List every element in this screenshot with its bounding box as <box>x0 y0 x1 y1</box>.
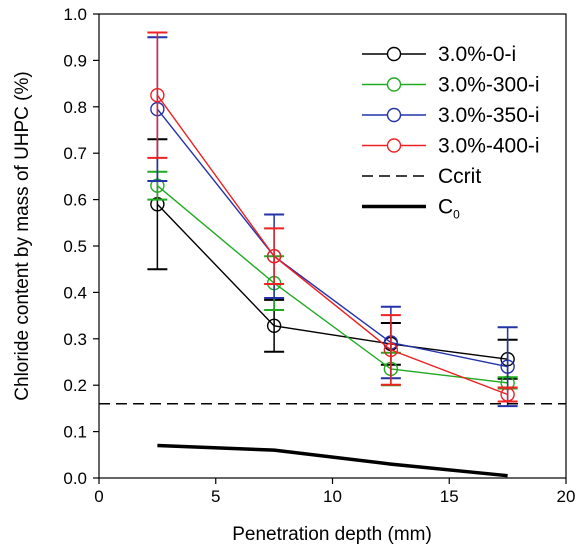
y-tick-label: 0.8 <box>63 98 87 117</box>
legend-label: 3.0%-350-i <box>438 104 540 127</box>
x-tick-label: 0 <box>94 487 103 506</box>
y-tick-label: 1.0 <box>63 5 87 24</box>
legend-label: Ccrit <box>438 165 481 188</box>
data-point <box>500 359 515 374</box>
y-tick-label: 0.9 <box>63 51 87 70</box>
series-6 <box>157 443 508 478</box>
y-tick-label: 0.4 <box>63 283 87 302</box>
x-axis-label: Penetration depth (mm) <box>232 524 432 545</box>
legend-label: C0 <box>438 196 460 222</box>
c0-line <box>157 443 508 478</box>
data-point <box>383 342 399 358</box>
y-tick-label: 0.5 <box>63 237 87 256</box>
x-tick-label: 10 <box>323 487 342 506</box>
series-line <box>156 108 508 368</box>
legend-label: 3.0%-300-i <box>438 74 540 97</box>
legend-marker <box>386 46 402 62</box>
legend-entry: 3.0%-400-i <box>362 135 540 158</box>
series-layer <box>99 31 566 478</box>
legend-entry: 3.0%-350-i <box>362 104 540 127</box>
legend-marker <box>386 107 402 123</box>
data-point <box>500 387 515 402</box>
legend-entry: 3.0%-0-i <box>362 43 516 66</box>
y-tick-label: 0.2 <box>63 376 87 395</box>
legend-marker <box>386 77 402 92</box>
legend: 3.0%-0-i 3.0%-300-i 3.0%-350-i 3.0%-400-i Cc… <box>362 43 540 222</box>
legend-label: 3.0%-400-i <box>438 135 540 158</box>
x-tick-label: 5 <box>211 487 220 506</box>
y-tick-label: 0.0 <box>63 469 87 488</box>
axes-layer: 0 5 10 15 20 0.0 0.1 0.2 0.3 0.4 0.5 0.6 0.7 0.8 0.9 1.… <box>63 5 575 506</box>
legend-entry: 3.0%-300-i <box>362 74 540 97</box>
legend-marker <box>386 138 402 153</box>
y-axis-label: Chloride content by mass of UHPC (%) <box>12 71 33 400</box>
y-tick-label: 0.1 <box>63 423 87 442</box>
series-4 <box>147 31 518 403</box>
y-tick-label: 0.6 <box>63 191 87 210</box>
series-line <box>156 203 508 360</box>
x-tick-label: 15 <box>440 487 459 506</box>
plot-area: 0 5 10 15 20 0.0 0.1 0.2 0.3 0.4 0.5 0.6 0.7 0.8 0.9 1.… <box>63 5 575 506</box>
y-tick-label: 0.7 <box>63 144 87 163</box>
legend-entry: Ccrit <box>362 165 481 188</box>
data-point <box>266 249 282 264</box>
data-point <box>266 318 282 334</box>
y-tick-label: 0.3 <box>63 330 87 349</box>
x-tick-label: 20 <box>557 487 576 506</box>
legend-label: 3.0%-0-i <box>438 43 516 66</box>
data-point <box>150 87 165 103</box>
legend-entry: C0 <box>362 196 460 222</box>
series-line <box>156 185 508 384</box>
series-line <box>156 94 508 396</box>
